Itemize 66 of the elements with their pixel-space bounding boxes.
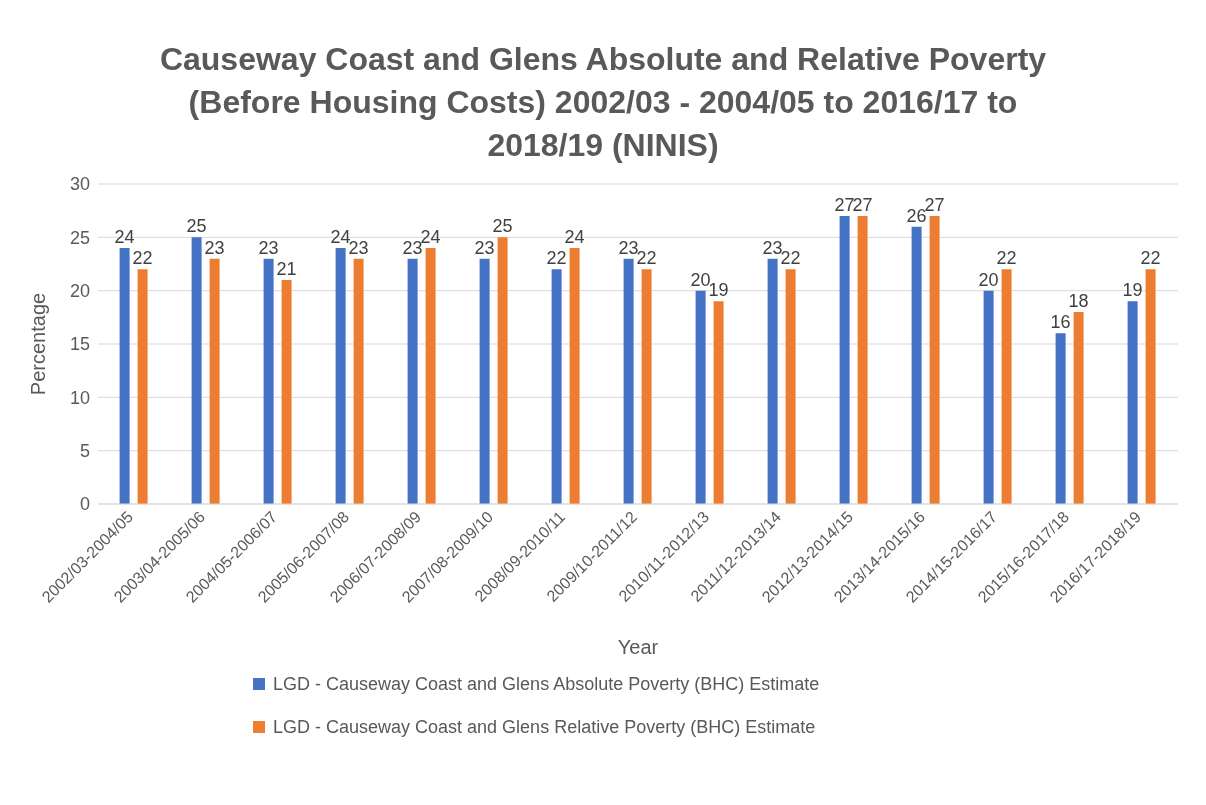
data-label: 22 — [1140, 247, 1161, 268]
bar — [1073, 311, 1084, 504]
y-tick-label: 15 — [69, 333, 90, 354]
bar — [191, 236, 202, 504]
y-axis-title: Percentage — [27, 292, 50, 395]
data-label: 27 — [924, 194, 945, 215]
bar — [569, 247, 580, 504]
data-label: 27 — [834, 194, 855, 215]
bar — [335, 247, 346, 504]
data-label: 21 — [276, 258, 297, 279]
bar — [785, 268, 796, 504]
bar — [281, 279, 292, 504]
data-label: 23 — [204, 237, 225, 258]
bar — [857, 215, 868, 504]
data-label: 23 — [258, 237, 279, 258]
bar — [137, 268, 148, 504]
bar — [839, 215, 850, 504]
data-label: 24 — [114, 226, 135, 247]
bar — [1145, 268, 1156, 504]
bar — [479, 258, 490, 504]
data-label: 23 — [474, 237, 495, 258]
data-label: 19 — [1122, 279, 1143, 300]
legend-label: LGD - Causeway Coast and Glens Relative Poverty (BHC) Estimate — [273, 716, 816, 738]
bar — [929, 215, 940, 504]
bar — [209, 258, 220, 504]
data-label: 20 — [978, 269, 999, 290]
data-label: 23 — [762, 237, 783, 258]
bar — [1055, 332, 1066, 504]
bar — [353, 258, 364, 504]
data-label: 25 — [492, 215, 513, 236]
y-tick-label: 5 — [79, 440, 90, 461]
bar — [407, 258, 418, 504]
bar — [623, 258, 634, 504]
data-label: 22 — [996, 247, 1017, 268]
data-label: 18 — [1068, 290, 1089, 311]
data-label: 22 — [546, 247, 567, 268]
bar — [119, 247, 130, 504]
bar — [695, 290, 706, 504]
data-label: 22 — [132, 247, 153, 268]
bar — [713, 300, 724, 504]
y-tick-label: 0 — [79, 493, 90, 514]
legend-label: LGD - Causeway Coast and Glens Absolute Poverty (BHC) Estimate — [273, 673, 820, 695]
y-tick-label: 30 — [69, 173, 90, 194]
bar — [641, 268, 652, 504]
bar — [497, 236, 508, 504]
bar — [767, 258, 778, 504]
y-tick-label: 10 — [69, 387, 90, 408]
data-label: 16 — [1050, 311, 1071, 332]
data-label: 27 — [852, 194, 873, 215]
data-label: 23 — [402, 237, 423, 258]
bar — [425, 247, 436, 504]
bar — [1127, 300, 1138, 504]
x-axis-title: Year — [617, 635, 659, 658]
bar — [911, 226, 922, 504]
y-tick-label: 20 — [69, 280, 90, 301]
bar — [1001, 268, 1012, 504]
y-tick-label: 25 — [69, 227, 90, 248]
data-label: 20 — [690, 269, 711, 290]
data-label: 25 — [186, 215, 207, 236]
data-label: 26 — [906, 205, 927, 226]
bar — [983, 290, 994, 504]
data-label: 24 — [564, 226, 585, 247]
chart-title: Causeway Coast and Glens Absolute and Relative Poverty (Before Housing Costs) 2002/03 - 2004/05 to 2016/17 to 2018/19 (NINIS) — [158, 40, 1048, 166]
bar — [263, 258, 274, 504]
data-label: 23 — [618, 237, 639, 258]
bar — [551, 268, 562, 504]
